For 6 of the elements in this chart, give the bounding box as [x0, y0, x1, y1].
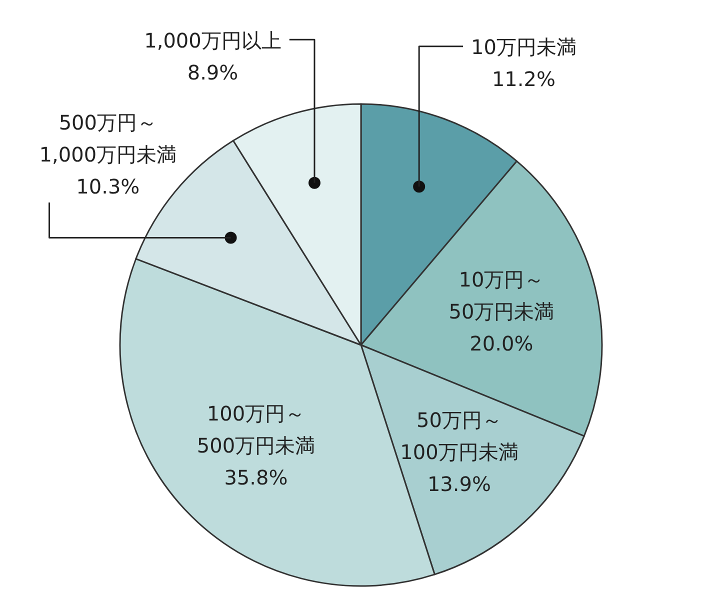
data-label: 10.3%	[76, 174, 140, 198]
data-label: 11.2%	[492, 67, 556, 92]
data-label: 8.9%	[187, 60, 238, 84]
slice-label: 1,000万円以上	[144, 28, 282, 52]
slice-label: 10万円未満	[471, 35, 576, 60]
slice-label: 500万円～1,000万円未満	[39, 110, 177, 166]
